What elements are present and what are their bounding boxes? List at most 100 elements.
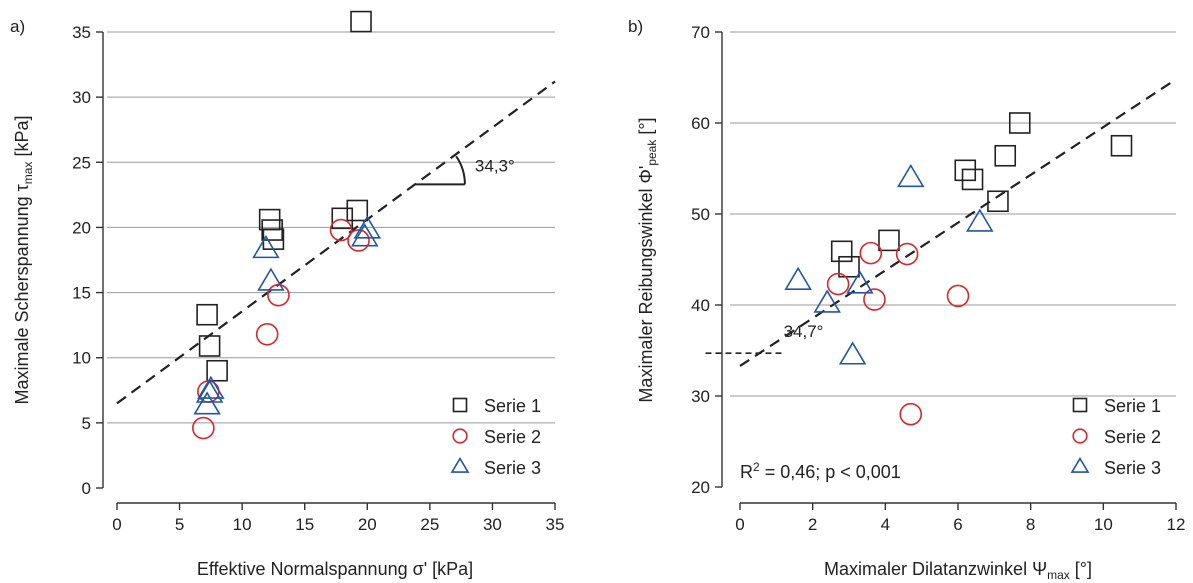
panel-b-series1-point — [954, 159, 977, 182]
panel-b-legend-marker — [1072, 397, 1088, 413]
panel-a-ylabel: Maximale Scherspannung τmax [kPa] — [12, 116, 35, 405]
panel-a-ytick-label: 0 — [82, 479, 91, 498]
panel-b-angle-label: 34,7° — [784, 322, 824, 341]
panel-a-axes — [102, 32, 555, 504]
panel-a: a) 0 5 10 15 20 25 30 35 0 5 10 15 20 25 30 35 34,3° S… — [10, 10, 564, 579]
panel-b-series1-point — [987, 190, 1009, 213]
panel-b-ylabel-main: Maximaler Reibungswinkel Φ' — [636, 166, 656, 403]
panel-b-ytick-label: 50 — [691, 205, 710, 224]
panel-a-xtick-label: 30 — [483, 515, 502, 534]
panel-a-label: a) — [10, 17, 25, 36]
panel-b-series1-point — [838, 255, 860, 278]
panel-b-series3-point — [846, 270, 874, 294]
panel-b-series3-point — [813, 289, 841, 313]
panel-b-xtick-label: 4 — [881, 515, 890, 534]
panel-a-series1-point — [262, 228, 285, 250]
panel-b-legend-label: Serie 3 — [1104, 458, 1161, 478]
panel-a-series1-point — [261, 219, 283, 241]
panel-b-xtick-label: 8 — [1026, 515, 1035, 534]
panel-a-xtick-label: 10 — [233, 515, 252, 534]
panel-b-series1-point — [1110, 134, 1133, 157]
panel-b-series1-point — [1008, 112, 1031, 134]
panel-b-xtick-label: 12 — [1167, 515, 1186, 534]
panel-a-series3-point — [193, 391, 221, 415]
panel-b-series3-point — [838, 341, 867, 365]
panel-b-stats: R2 = 0,46; p < 0,001 — [740, 460, 901, 482]
panel-a-ylabel-unit: [kPa] — [12, 116, 32, 162]
panel-a-legend-label: Serie 2 — [484, 427, 541, 447]
panel-b-stats-rest: = 0,46; p < 0,001 — [760, 462, 901, 482]
panel-a-xtick-label: 25 — [420, 515, 439, 534]
panel-a-legend-label: Serie 1 — [484, 396, 541, 416]
panel-a-legend-marker — [452, 397, 468, 413]
panel-b-ylabel-sub: peak — [645, 139, 659, 166]
panel-b-ytick-label: 20 — [691, 478, 710, 497]
panel-b-xtick-label: 6 — [953, 515, 962, 534]
panel-b-points — [784, 112, 1133, 426]
panel-a-angle-label: 34,3° — [475, 156, 515, 175]
panel-a-grid — [107, 31, 555, 424]
panel-a-fit-line — [116, 80, 556, 405]
panel-a-series2-point — [267, 283, 290, 307]
panel-b-ytick-label: 70 — [691, 23, 710, 42]
panel-b-fit-line — [739, 78, 1177, 367]
panel-a-series1-point — [196, 303, 218, 326]
panel-a-yticks: 0 5 10 15 20 25 30 35 — [72, 23, 103, 498]
panel-a-ytick-label: 10 — [72, 349, 91, 368]
panel-b-series3-point — [897, 163, 925, 188]
panel-a-xtick-label: 15 — [295, 515, 314, 534]
panel-b-legend-marker — [1070, 456, 1090, 473]
panel-a-series3-point — [252, 235, 280, 259]
panel-b-stats-exponent: 2 — [753, 460, 760, 474]
panel-a-series2-point — [329, 218, 353, 242]
panel-b-series1-point — [994, 144, 1017, 167]
panel-a-series2-point — [347, 229, 370, 252]
panel-b-ytick-label: 40 — [691, 296, 710, 315]
panel-a-ytick-label: 35 — [72, 23, 91, 42]
panel-b-series1-point — [878, 229, 900, 252]
panel-a-angle-arc — [455, 155, 466, 185]
panel-a-angle-marker — [414, 155, 466, 186]
panel-b-legend-label: Serie 1 — [1104, 396, 1161, 416]
panel-b-yticks: 20 30 40 50 60 70 — [691, 23, 722, 497]
panel-b-legend: Serie 1 Serie 2 Serie 3 — [1070, 396, 1161, 478]
panel-a-series3-point — [351, 223, 379, 247]
panel-b-legend-label: Serie 2 — [1104, 427, 1161, 447]
panel-a-ytick-label: 20 — [72, 218, 91, 237]
panel-b-series2-point — [863, 288, 886, 311]
panel-b-label: b) — [628, 17, 643, 36]
panel-a-series1-point — [350, 10, 372, 33]
panel-a-series3-point — [195, 379, 224, 403]
panel-a-xtick-label: 35 — [546, 515, 565, 534]
panel-b-xlabel-main: Maximaler Dilatanzwinkel Ψ — [824, 559, 1047, 579]
panel-a-ytick-label: 30 — [72, 88, 91, 107]
panel-a-legend-label: Serie 3 — [484, 458, 541, 478]
panel-a-xtick-label: 5 — [175, 515, 184, 534]
panel-b-series3-point — [966, 208, 994, 232]
panel-b-xtick-label: 10 — [1094, 515, 1113, 534]
panel-b-xlabel: Maximaler Dilatanzwinkel Ψmax [°] — [824, 559, 1092, 582]
panel-b-series2-point — [946, 284, 970, 308]
panel-b-ylabel-unit: [°] — [636, 117, 656, 139]
panel-b-grid — [730, 31, 1176, 397]
panel-b-xtick-label: 0 — [735, 515, 744, 534]
panel-a-xlabel: Effektive Normalspannung σ' [kPa] — [197, 559, 473, 579]
panel-b-legend-marker — [1072, 428, 1088, 444]
panel-a-series3-point — [197, 375, 225, 399]
panel-a-xticks: 0 5 10 15 20 25 30 35 — [112, 503, 564, 534]
panel-a-ytick-label: 15 — [72, 284, 91, 303]
panel-b-series2-point — [899, 402, 923, 426]
panel-a-xtick-label: 0 — [112, 515, 121, 534]
panel-b-series3-point — [784, 266, 812, 290]
panel-a-legend-marker — [450, 456, 470, 473]
panel-a-points — [192, 10, 382, 440]
panel-b-stats-prefix: R — [740, 462, 753, 482]
panel-b-series2-point — [895, 242, 919, 266]
panel-b-xtick-label: 2 — [808, 515, 817, 534]
panel-a-series1-point — [346, 199, 369, 222]
panel-b-xlabel-unit: [°] — [1070, 559, 1092, 579]
panel-a-series2-point — [255, 322, 279, 346]
panel-a-series2-point — [192, 416, 215, 440]
panel-a-ylabel-sub: max — [21, 162, 35, 185]
